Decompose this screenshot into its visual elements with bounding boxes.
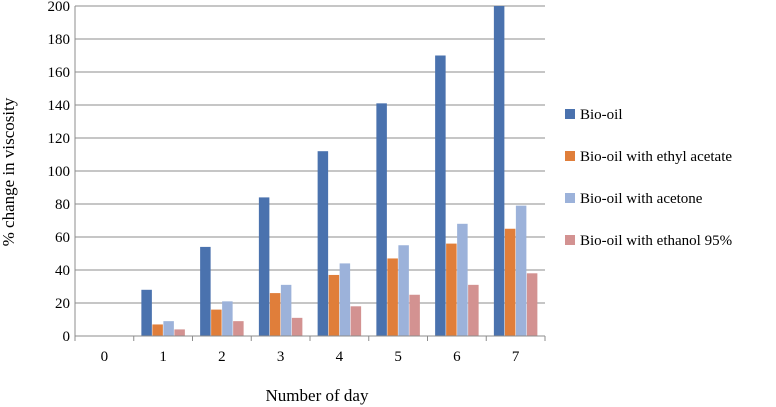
- bars: [141, 6, 538, 336]
- bar: [526, 273, 538, 336]
- x-tick-label: 0: [101, 349, 109, 365]
- legend-swatch: [565, 151, 575, 161]
- bar: [515, 205, 527, 336]
- bar: [376, 103, 387, 336]
- y-tick-label: 60: [55, 230, 70, 246]
- bar: [269, 293, 281, 336]
- bar: [280, 284, 292, 336]
- bar: [493, 6, 505, 336]
- bar: [350, 306, 362, 336]
- y-tick-label: 0: [63, 329, 71, 345]
- x-tick-label: 4: [336, 349, 344, 365]
- x-tick-label: 5: [394, 349, 402, 365]
- legend-entry: Bio-oil: [580, 107, 623, 123]
- tick-labels: 0 20 40 60 80 100 120 140 160 180 200 0 1 2 3 4 5 6 7: [48, 0, 520, 365]
- x-tick-label: 6: [453, 349, 461, 365]
- x-tick-label: 2: [218, 349, 226, 365]
- bar: [468, 284, 479, 336]
- y-tick-label: 120: [48, 131, 71, 147]
- bar: [398, 245, 409, 336]
- bar: [141, 289, 152, 336]
- legend-entry: Bio-oil with ethyl acetate: [580, 149, 732, 165]
- bar: [174, 329, 185, 336]
- bar: [409, 294, 420, 336]
- gridlines: [75, 5, 545, 337]
- x-axis-label: Number of day: [266, 386, 369, 405]
- bar: [222, 301, 233, 336]
- bar: [152, 324, 163, 336]
- y-tick-label: 20: [55, 296, 70, 312]
- legend-swatch: [565, 109, 575, 119]
- bar: [211, 309, 222, 336]
- x-tick-label: 1: [159, 349, 167, 365]
- legend-entry: Bio-oil with ethanol 95%: [580, 233, 732, 249]
- legend-swatch: [565, 193, 575, 203]
- bar: [291, 317, 303, 336]
- y-axis-label: % change in viscosity: [0, 97, 18, 246]
- x-tick-label: 7: [512, 349, 520, 365]
- bar: [387, 258, 398, 336]
- y-tick-label: 180: [48, 32, 71, 48]
- bar: [457, 223, 468, 336]
- bar: [328, 274, 340, 336]
- bar: [258, 197, 270, 336]
- bar: [504, 228, 516, 336]
- y-tick-label: 80: [55, 197, 70, 213]
- x-tick-label: 3: [277, 349, 285, 365]
- y-tick-label: 160: [48, 65, 71, 81]
- bar: [233, 321, 244, 336]
- y-tick-label: 40: [55, 263, 70, 279]
- bar: [163, 321, 174, 336]
- axes: [74, 6, 546, 341]
- y-tick-label: 200: [48, 0, 71, 15]
- bar: [446, 243, 457, 336]
- bar: [435, 55, 446, 336]
- legend-swatch: [565, 235, 575, 245]
- bar: [339, 263, 351, 336]
- y-tick-label: 140: [48, 98, 71, 114]
- bar: [200, 246, 211, 336]
- bar: [317, 151, 329, 336]
- legend: Bio-oil Bio-oil with ethyl acetate Bio-oil…: [565, 107, 732, 249]
- y-tick-label: 100: [48, 164, 71, 180]
- legend-entry: Bio-oil with acetone: [580, 191, 703, 207]
